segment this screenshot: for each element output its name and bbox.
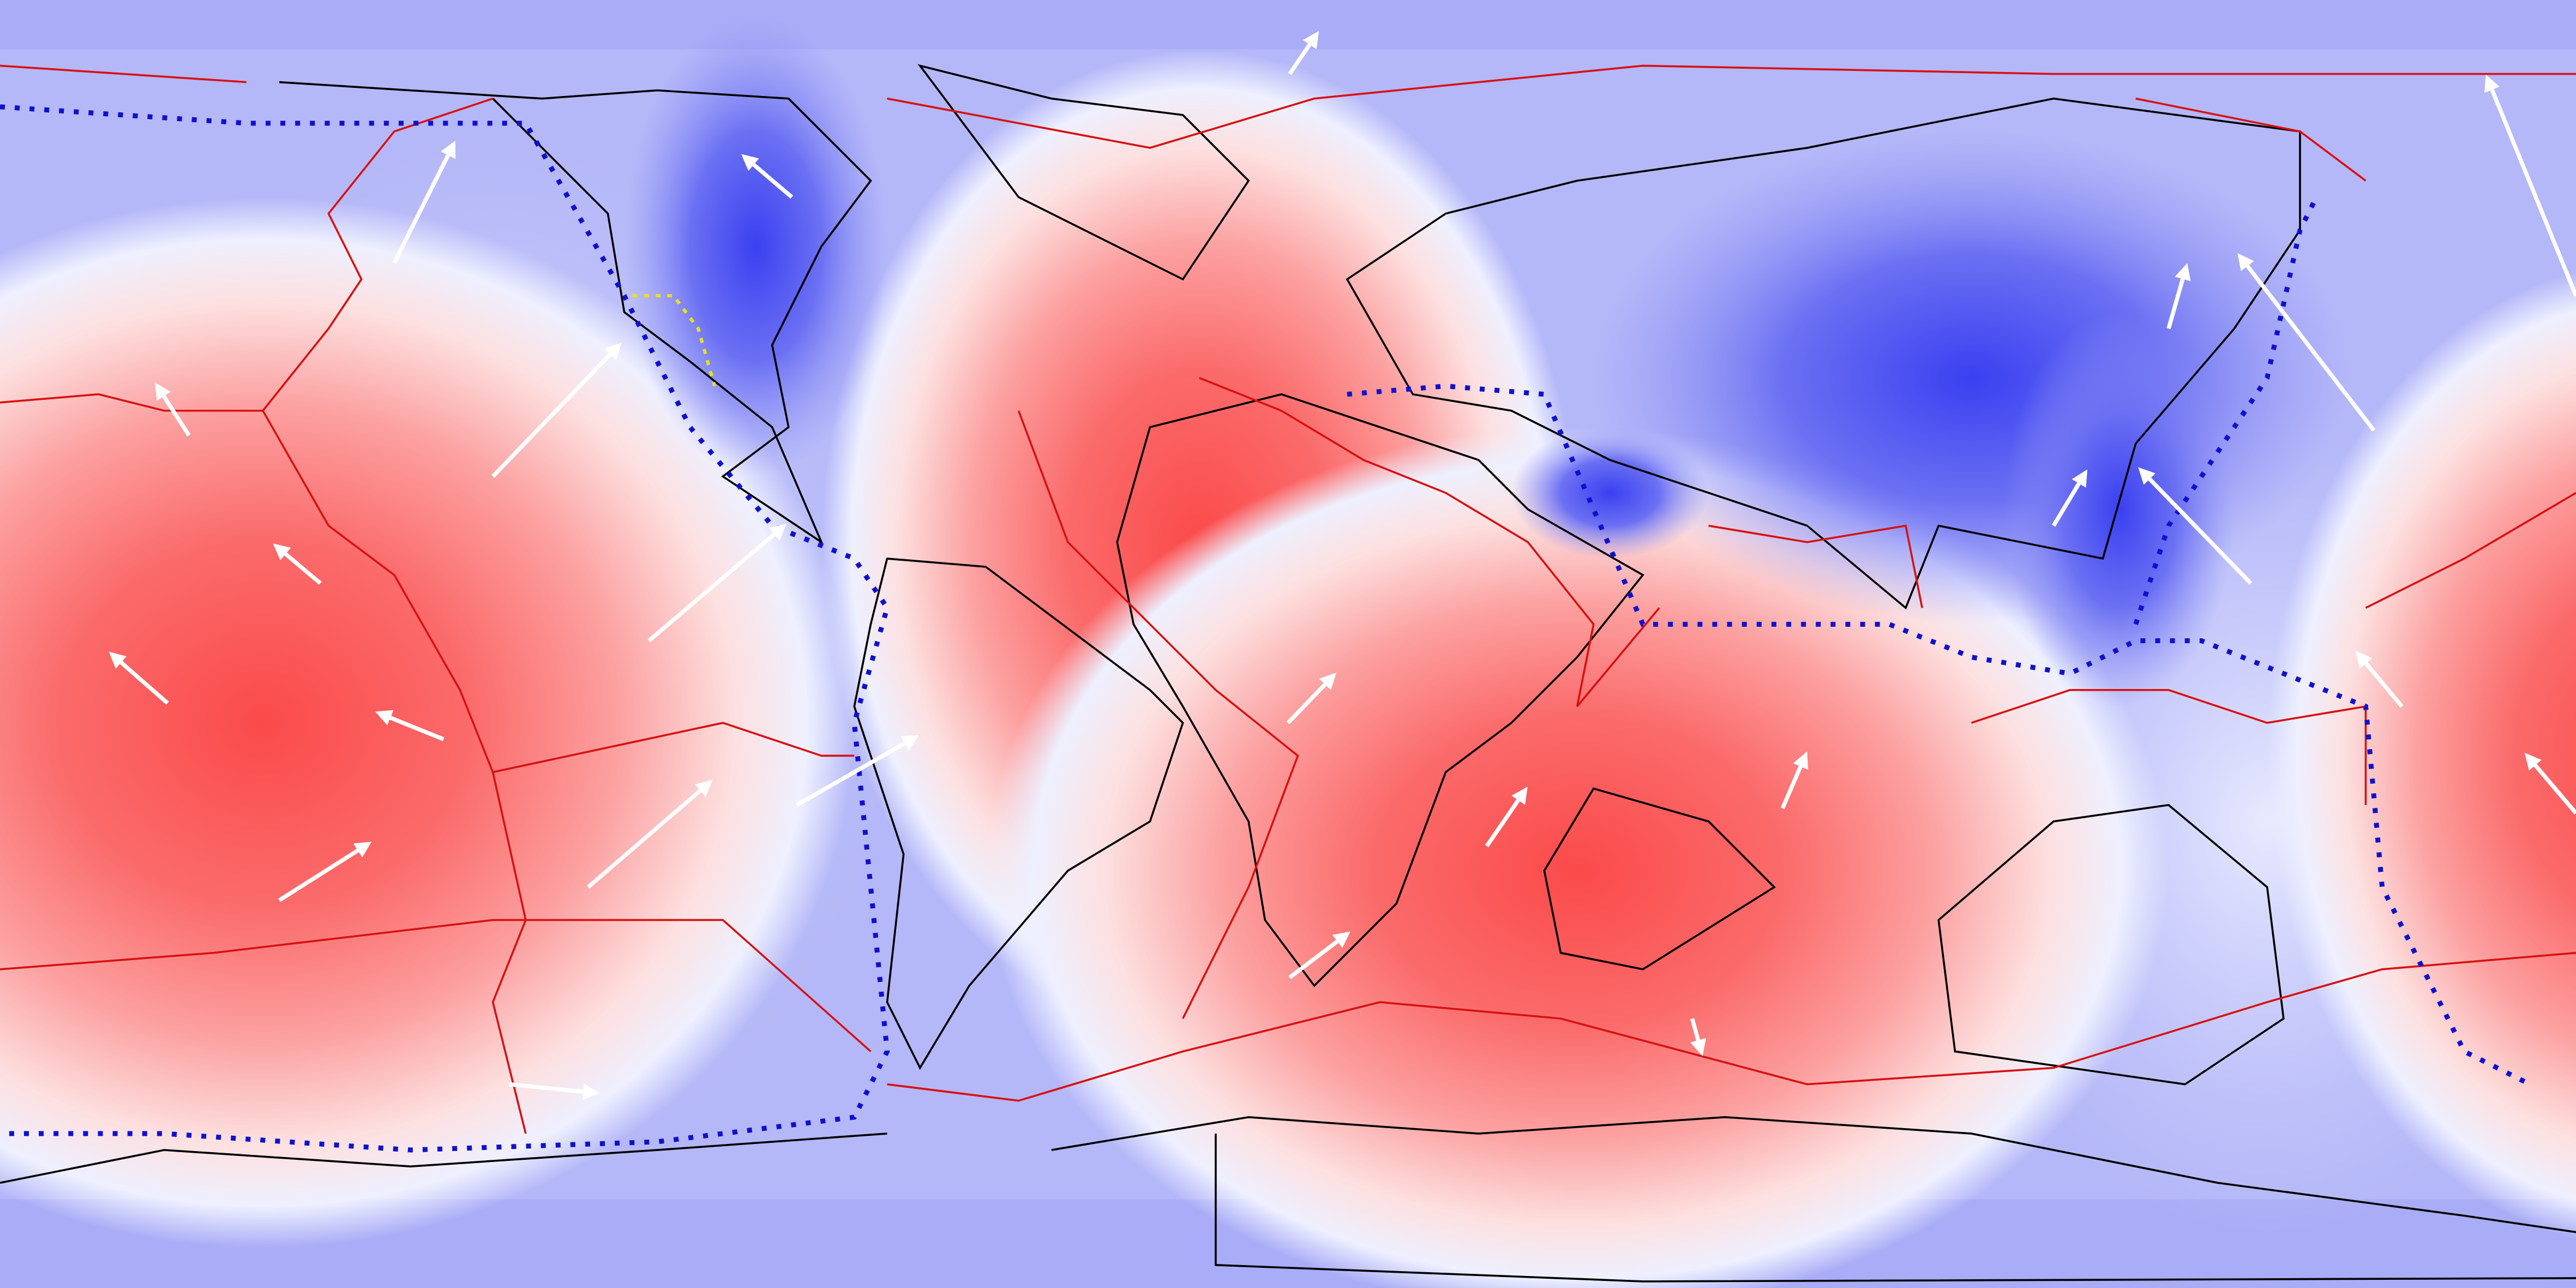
- coastlines: [0, 64, 2576, 1283]
- ridge-segment: [632, 294, 717, 387]
- contours: [0, 16, 2576, 1288]
- trenches: [0, 104, 2531, 1153]
- velocity-arrows: [109, 31, 2576, 1100]
- plate-boundaries: [0, 64, 2576, 1134]
